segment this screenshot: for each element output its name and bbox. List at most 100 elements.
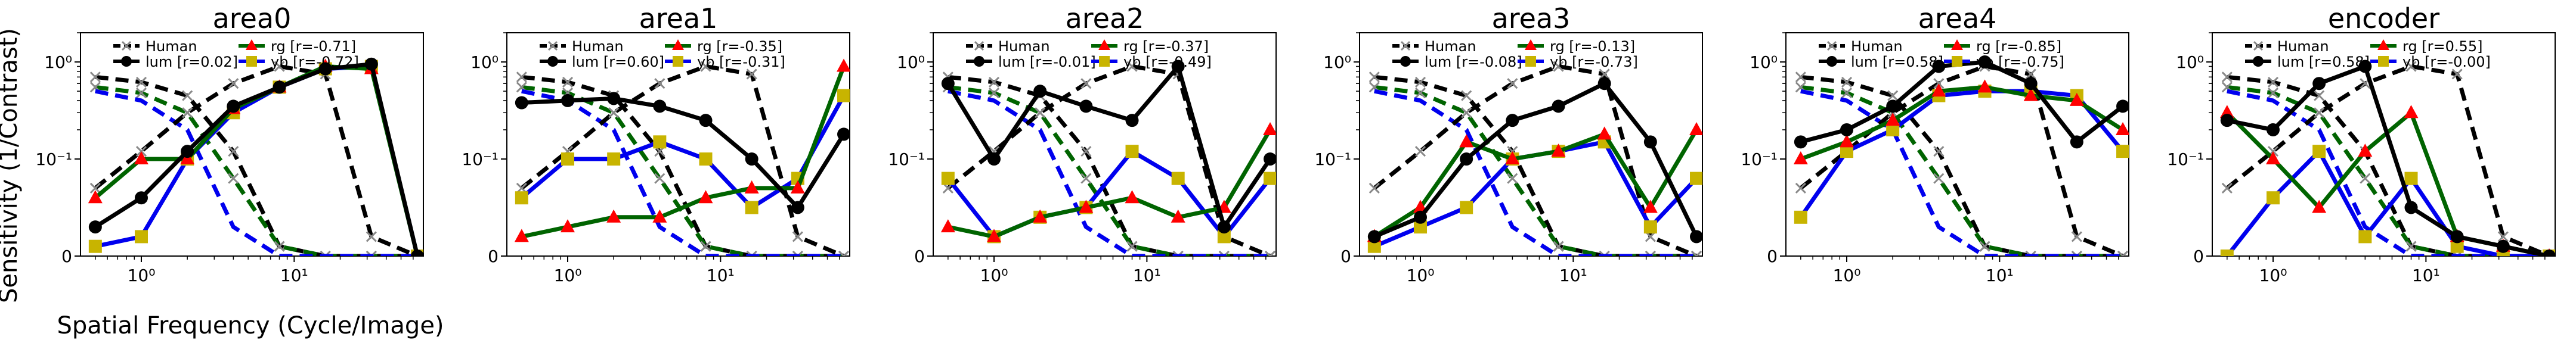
point-lum — [273, 80, 286, 94]
series-line-lum — [1373, 81, 1699, 239]
point-human — [1414, 146, 1426, 157]
point-human_rg — [1126, 241, 1138, 252]
series-line-human — [94, 64, 419, 256]
point-rg — [1551, 144, 1566, 157]
point-lum — [837, 127, 850, 141]
point-human — [182, 107, 193, 119]
point-lum — [987, 152, 1001, 166]
y-tick-label: 10⁰ — [1750, 52, 1778, 72]
point-human_rg — [1218, 250, 1230, 256]
point-rg — [606, 209, 621, 223]
point-lum — [561, 93, 575, 107]
data-layer — [1367, 61, 1702, 256]
point-yb — [607, 152, 621, 166]
y-tick-label: 10⁻¹ — [888, 149, 925, 169]
point-rg — [1079, 199, 1094, 213]
point-human_lum — [1933, 146, 1945, 157]
legend-marker — [121, 40, 132, 51]
point-human_rg — [2267, 87, 2279, 99]
legend-marker — [1400, 56, 1411, 67]
point-lum — [2116, 99, 2129, 113]
legend-label: yb [r=-0.00] — [2402, 54, 2491, 70]
point-lum — [1840, 123, 1854, 136]
point-yb — [699, 152, 713, 166]
point-rg — [1033, 209, 1048, 223]
point-lum — [1125, 114, 1139, 127]
point-human_lum — [1841, 76, 1853, 88]
x-tick-label: 10¹ — [1559, 266, 1587, 285]
point-human_rg — [792, 250, 803, 256]
point-human — [89, 182, 101, 194]
y-tick-label: 0 — [1767, 247, 1778, 266]
point-lum — [2312, 77, 2326, 91]
point-rg — [987, 229, 1002, 242]
point-rg — [2116, 121, 2129, 135]
point-human_rg — [1553, 241, 1564, 252]
point-yb — [1264, 172, 1276, 185]
x-tick-label: 10¹ — [1133, 266, 1161, 285]
legend-marker — [547, 40, 558, 51]
point-lum — [2496, 239, 2510, 253]
point-lum — [515, 96, 528, 110]
point-lum — [135, 191, 148, 205]
point-human — [2071, 231, 2082, 242]
point-human_rg — [228, 173, 239, 184]
y-tick-label: 0 — [61, 247, 72, 266]
point-rg — [2358, 144, 2373, 157]
panel-title: area4 — [1918, 2, 1997, 35]
point-yb — [2358, 230, 2372, 244]
series-line-human — [520, 64, 845, 256]
panel-title: area1 — [639, 2, 718, 35]
point-lum — [2543, 250, 2555, 256]
point-human_rg — [2071, 250, 2082, 256]
point-yb — [745, 201, 758, 214]
data-layer — [514, 58, 850, 256]
point-human_rg — [1080, 173, 1092, 184]
point-rg — [2266, 151, 2281, 165]
panel-title: area2 — [1066, 2, 1144, 35]
point-human — [228, 78, 239, 89]
point-lum — [1460, 152, 1473, 166]
y-tick-label: 10⁰ — [897, 52, 925, 72]
point-lum — [364, 57, 378, 71]
point-human_rg — [654, 173, 665, 184]
legend-label: lum [r=-0.01] — [998, 54, 1096, 70]
legend-label: Human — [2277, 38, 2329, 55]
point-human_rg — [135, 87, 147, 99]
series-line-rg — [1373, 129, 1699, 239]
x-tick-label: 10⁰ — [1833, 266, 1861, 285]
point-yb — [2116, 145, 2129, 158]
data-layer — [940, 60, 1276, 256]
legend-label: rg [r=-0.85] — [1976, 38, 2061, 55]
legend-marker — [974, 56, 984, 67]
point-human — [2314, 107, 2325, 119]
legend-label: rg [r=-0.13] — [1550, 38, 1635, 55]
x-tick-label: 10¹ — [280, 266, 308, 285]
point-lum — [1932, 60, 1946, 73]
legend-label: yb [r=-0.49] — [1123, 54, 1212, 70]
point-human_lum — [89, 71, 101, 83]
point-human_lum — [228, 146, 239, 157]
point-yb — [1690, 172, 1702, 185]
series-line-lum — [946, 64, 1272, 229]
x-tick-label: 10⁰ — [2259, 266, 2287, 285]
legend-marker — [2253, 56, 2264, 67]
legend-marker — [2377, 39, 2389, 50]
point-human — [274, 61, 285, 72]
point-human_rg — [320, 250, 331, 256]
point-human — [1368, 182, 1380, 194]
x-tick-label: 10⁰ — [980, 266, 1008, 285]
point-yb — [1414, 220, 1428, 234]
series-line-rg — [1800, 85, 2124, 161]
legend-marker — [246, 56, 257, 67]
point-lum — [941, 77, 955, 91]
y-tick-label: 10⁻¹ — [462, 149, 499, 169]
point-yb — [2450, 239, 2464, 253]
point-rg — [1793, 151, 1808, 165]
